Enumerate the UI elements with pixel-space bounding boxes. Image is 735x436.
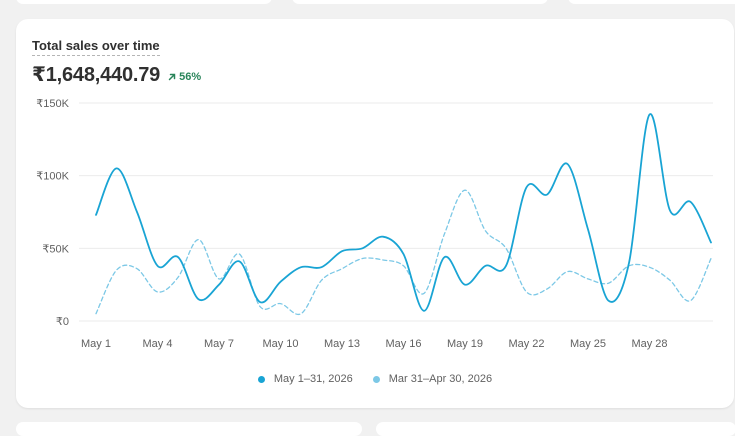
legend-label-current: May 1–31, 2026 — [273, 373, 353, 385]
y-axis: ₹0 ₹50K ₹100K ₹150K — [36, 98, 69, 328]
legend-swatch-previous — [372, 375, 380, 383]
x-tick-label: May 19 — [447, 338, 483, 350]
legend-swatch-current — [257, 375, 265, 383]
x-tick-label: May 4 — [143, 338, 173, 350]
x-tick-label: May 7 — [204, 338, 234, 350]
background-card-top-right — [568, 0, 735, 4]
x-tick-label: May 16 — [385, 338, 421, 350]
change-value: 56% — [179, 71, 202, 83]
x-axis: May 1 May 4 May 7 May 10 May 13 May 16 May 19 M… — [81, 338, 668, 350]
total-sales-value: ₹1,648,440.79 — [32, 64, 161, 86]
sales-line-chart: ₹0₹50K₹100K₹150K May 1 May 4 May 7 May 10 Ma… — [36, 98, 713, 350]
background-card-top-left — [16, 0, 272, 4]
legend-label-previous: Mar 31–Apr 30, 2026 — [388, 373, 493, 385]
chart-series — [95, 113, 712, 316]
change-badge: 56% — [168, 71, 201, 83]
card-title[interactable]: Total sales over time — [32, 38, 160, 56]
chart-grid — [79, 102, 713, 322]
x-tick-label: May 10 — [262, 338, 298, 350]
y-tick-label: ₹50K — [42, 243, 69, 255]
series-line-previous — [95, 189, 712, 316]
arrow-up-right-icon — [168, 73, 176, 81]
legend-item-current[interactable]: May 1–31, 2026 — [257, 373, 353, 385]
x-tick-label: May 13 — [324, 338, 360, 350]
x-tick-label: May 25 — [570, 338, 606, 350]
x-tick-label: May 1 — [81, 338, 111, 350]
legend-item-previous[interactable]: Mar 31–Apr 30, 2026 — [372, 373, 493, 385]
total-sales-card: Total sales over time ₹1,648,440.79 56% … — [16, 19, 734, 408]
background-card-bottom-right — [376, 422, 735, 436]
x-tick-label: May 22 — [508, 338, 544, 350]
series-line-current — [95, 113, 712, 312]
y-tick-label: ₹0 — [56, 316, 69, 328]
x-tick-label: May 28 — [631, 338, 667, 350]
background-card-bottom-left — [16, 422, 362, 436]
chart-legend: May 1–31, 2026 Mar 31–Apr 30, 2026 — [16, 373, 734, 385]
total-row: ₹1,648,440.79 56% — [32, 62, 201, 87]
background-card-top-middle — [292, 0, 548, 4]
y-tick-label: ₹150K — [36, 98, 69, 110]
y-tick-label: ₹100K — [36, 171, 69, 183]
